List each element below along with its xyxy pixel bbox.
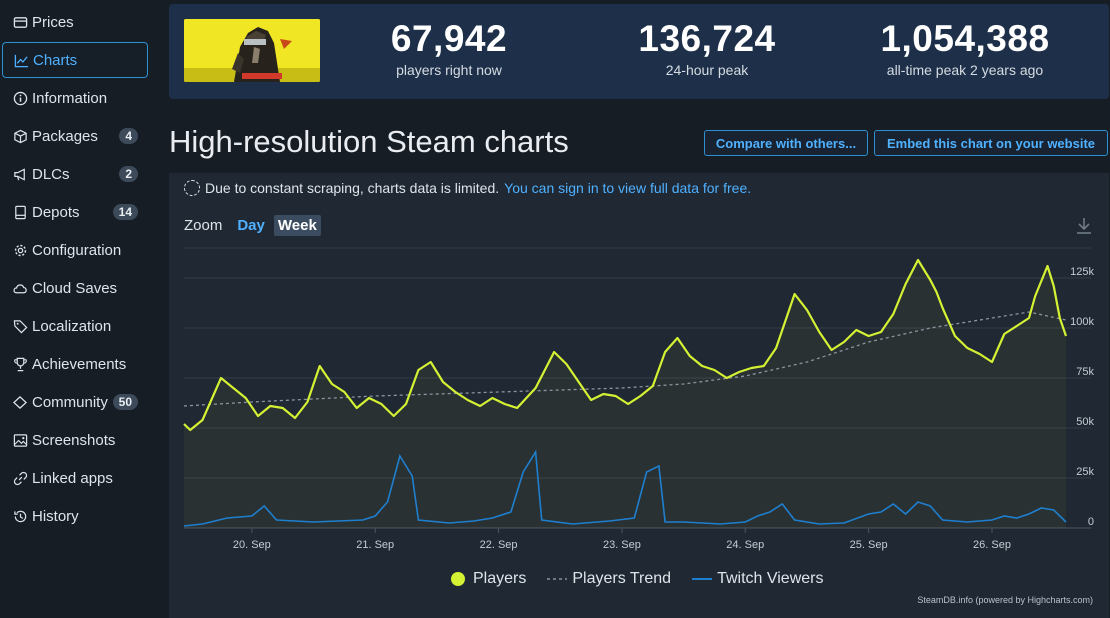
sidebar-item-community[interactable]: Community 50 [2,384,148,420]
sidebar-item-label: Charts [33,51,78,69]
sidebar-item-screenshots[interactable]: Screenshots [2,422,148,458]
legend-players[interactable]: Players [449,570,526,588]
y-tick-label: 100k [1070,316,1094,328]
peak-24h-label: 24-hour peak [665,62,749,78]
x-tick-label: 25. Sep [850,539,888,551]
spinner-icon [184,180,200,196]
peak-24h-stat: 136,724 24-hour peak [597,18,817,78]
x-tick-label: 23. Sep [603,539,641,551]
count-badge: 2 [119,166,138,182]
embed-chart-button[interactable]: Embed this chart on your website [874,130,1108,156]
player-chart[interactable]: 0 25k 50k 75k 100k 125k 20. Sep 21. Sep 22. Sep 2… [169,173,1109,563]
count-badge: 50 [112,394,138,410]
current-players-label: players right now [396,62,502,78]
sidebar-item-information[interactable]: Information [2,80,148,116]
count-badge: 4 [119,128,138,144]
sidebar-item-history[interactable]: History [2,498,148,534]
sidebar-item-label: Depots [32,203,80,221]
history-icon [12,508,28,524]
dlc-icon [12,166,28,182]
zoom-week-button[interactable]: Week [273,215,321,236]
sidebar-item-label: Community [32,393,108,411]
game-thumbnail[interactable] [184,19,320,82]
current-players-stat: 67,942 players right now [339,18,559,78]
link-icon [12,470,28,486]
zoom-label: Zoom [184,217,223,234]
sidebar-item-label: Linked apps [32,469,113,487]
sidebar-item-label: Achievements [32,355,127,373]
sidebar-item-configuration[interactable]: Configuration [2,232,148,268]
sidebar-item-label: Packages [32,127,98,145]
download-icon[interactable] [1073,215,1095,237]
legend-twitch[interactable]: Twitch Viewers [691,570,823,588]
community-icon [12,394,28,410]
sidebar-item-localization[interactable]: Localization [2,308,148,344]
y-tick-label: 50k [1076,416,1094,428]
sidebar-item-linked-apps[interactable]: Linked apps [2,460,148,496]
x-tick-label: 24. Sep [726,539,764,551]
players-area [184,260,1066,528]
x-tick-label: 26. Sep [973,539,1011,551]
legend-twitch-label: Twitch Viewers [717,570,824,587]
sidebar-item-label: Localization [32,317,112,335]
sidebar-item-label: Information [32,89,108,107]
cloud-icon [12,280,28,296]
legend-players-marker [451,572,465,586]
x-tick-label: 21. Sep [356,539,394,551]
trophy-icon [12,356,28,372]
sign-in-link[interactable]: You can sign in to view full data for fr… [504,180,752,196]
info-icon [12,90,28,106]
sidebar-item-achievements[interactable]: Achievements [2,346,148,382]
compare-button[interactable]: Compare with others... [704,130,868,156]
y-tick-label: 125k [1070,266,1094,278]
sidebar-item-packages[interactable]: Packages 4 [2,118,148,154]
sidebar-item-cloud-saves[interactable]: Cloud Saves [2,270,148,306]
depot-icon [12,204,28,220]
y-tick-label: 75k [1076,366,1094,378]
chart-line-icon [13,52,29,68]
x-tick-label: 20. Sep [233,539,271,551]
current-players-value: 67,942 [390,18,508,59]
sidebar: Prices Charts Information Packages 4 DLCs 2 Dep… [0,0,160,618]
sidebar-item-label: Configuration [32,241,122,259]
all-time-peak-label: all-time peak 2 years ago [886,62,1044,78]
stats-bar: 67,942 players right now 136,724 24-hour… [169,4,1109,99]
gear-icon [12,242,28,258]
tag-icon [12,318,28,334]
zoom-day-button[interactable]: Day [237,217,265,234]
zoom-controls: Zoom Day Week [184,215,321,236]
sidebar-item-label: History [32,507,79,525]
data-limit-notice: Due to constant scraping, charts data is… [184,180,751,196]
twitch-viewers-line [183,449,1067,527]
all-time-peak-value: 1,054,388 [880,18,1050,59]
chart-legend: Players Players Trend Twitch Viewers [449,570,843,588]
chart-credit[interactable]: SteamDB.info (powered by Highcharts.com) [917,595,1093,605]
y-tick-label: 0 [1088,516,1094,528]
y-tick-label: 25k [1076,466,1094,478]
sidebar-item-label: Cloud Saves [32,279,118,297]
sidebar-item-prices[interactable]: Prices [2,4,148,40]
peak-24h-value: 136,724 [638,18,776,59]
sidebar-item-charts[interactable]: Charts [2,42,148,78]
legend-trend-label: Players Trend [572,570,672,587]
notice-text: Due to constant scraping, charts data is… [205,180,500,196]
players-line [183,258,1068,432]
legend-trend[interactable]: Players Trend [546,570,671,588]
all-time-peak-stat: 1,054,388 all-time peak 2 years ago [855,18,1075,78]
sidebar-item-label: Prices [32,13,74,31]
count-badge: 14 [112,204,138,220]
sidebar-item-depots[interactable]: Depots 14 [2,194,148,230]
players-trend-line [183,311,1067,407]
legend-players-label: Players [473,570,527,587]
page-title: High-resolution Steam charts [169,124,569,159]
image-icon [12,432,28,448]
sidebar-item-dlcs[interactable]: DLCs 2 [2,156,148,192]
chart-panel: Due to constant scraping, charts data is… [169,173,1109,618]
sidebar-item-label: Screenshots [32,431,116,449]
prices-icon [12,14,28,30]
x-tick-label: 22. Sep [480,539,518,551]
package-icon [12,128,28,144]
sidebar-item-label: DLCs [32,165,70,183]
